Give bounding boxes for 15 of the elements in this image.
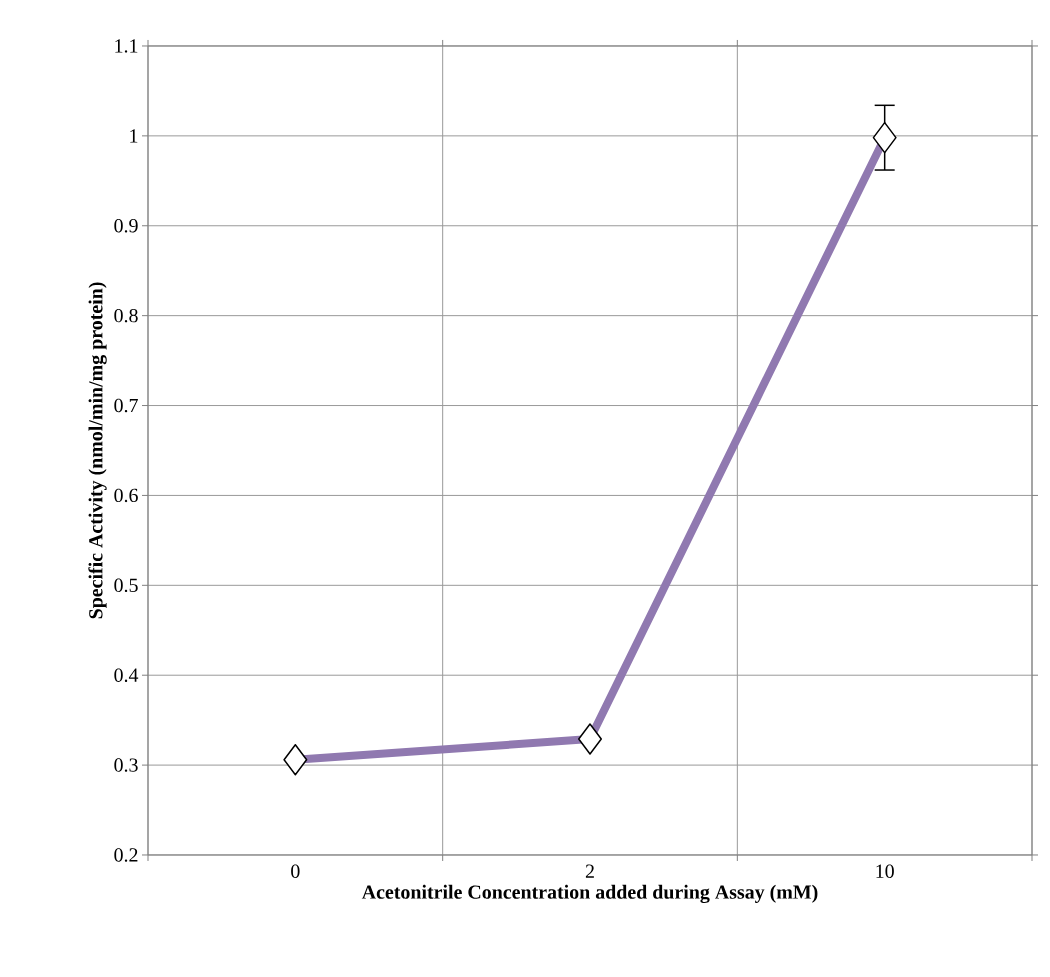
y-axis-title: Specific Activity (nmol/min/mg protein) [88,282,107,619]
y-tick-label: 0.4 [114,668,139,682]
y-tick-label: 0.5 [114,578,138,593]
x-axis-title: Acetonitrile Concentration added during Assay (mM) [361,884,818,904]
x-tick-label: 0 [291,864,300,878]
y-tick-label: 1 [130,129,138,143]
y-tick-label: 0.3 [114,758,138,772]
y-tick-label: 0.8 [114,308,138,323]
x-tick-label: 10 [876,864,894,878]
x-tick-label: 2 [585,864,594,878]
y-tick-label: 0.7 [114,398,138,413]
y-tick-label: 0.9 [114,219,138,233]
y-tick-label: 0.2 [114,848,138,862]
y-tick-label: 1.1 [115,39,138,53]
y-tick-label: 0.6 [114,488,138,503]
